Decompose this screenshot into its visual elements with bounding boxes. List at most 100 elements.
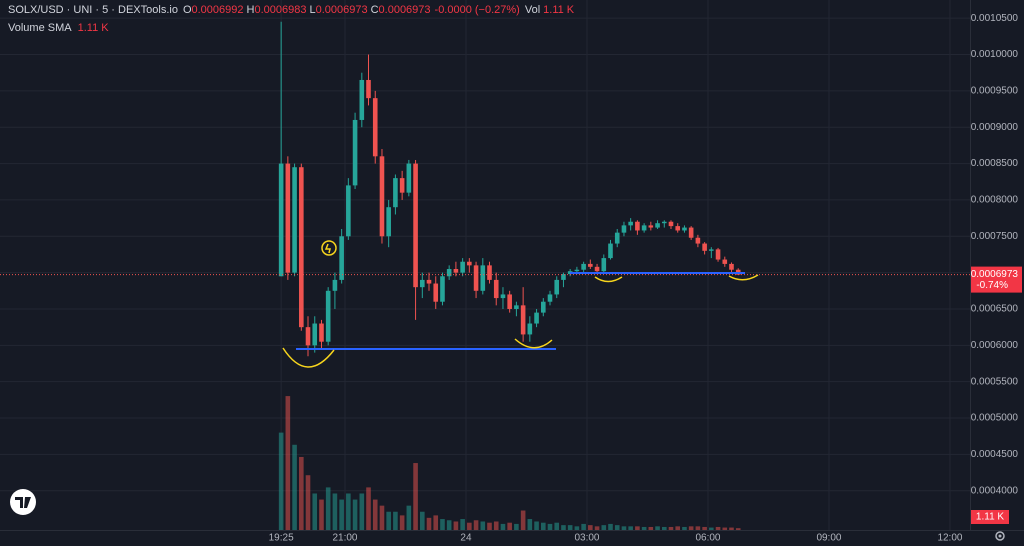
candle-body <box>352 119 358 186</box>
candle-body <box>520 305 526 335</box>
candle-body <box>588 263 593 267</box>
candle-body <box>493 279 499 299</box>
candle-body <box>574 269 580 272</box>
candle-body <box>675 226 681 231</box>
volume-bar <box>420 511 425 530</box>
candle-body <box>426 279 432 284</box>
candle-body <box>507 294 512 309</box>
candle-body <box>453 268 459 273</box>
volume-bar <box>621 526 627 530</box>
volume-bar <box>299 456 304 530</box>
volume-bar <box>359 493 365 530</box>
volume-bar <box>372 499 378 530</box>
candle-body <box>339 236 344 280</box>
ohlc-value: 0.0006992 <box>192 4 244 16</box>
candle-body <box>641 225 647 231</box>
candle-body <box>682 227 687 231</box>
ohlc-label: H <box>247 4 255 16</box>
volume-sma-box <box>971 510 1009 524</box>
volume-bar <box>386 511 391 530</box>
candle-body <box>399 178 405 193</box>
candle-body <box>299 167 304 328</box>
highlight-arc <box>594 276 623 283</box>
volume-bar <box>379 505 385 530</box>
candle-body <box>393 178 398 208</box>
x-tick-label: 09:00 <box>816 533 841 544</box>
volume-bar <box>352 499 358 530</box>
volume-bar <box>520 510 526 530</box>
candle-body <box>359 79 365 120</box>
highlight-arc <box>728 274 759 281</box>
volume-bar <box>500 523 506 530</box>
volume-bar <box>413 463 418 530</box>
volume-bar <box>433 515 439 530</box>
candle-body <box>601 258 607 272</box>
change-value: -0.0000 (−0.27%) <box>435 4 520 16</box>
candle-body <box>473 265 479 291</box>
candle-body <box>332 279 338 291</box>
volume-bar <box>729 527 734 530</box>
volume-bar <box>393 511 398 530</box>
volume-bar <box>608 523 613 530</box>
candle-body <box>527 323 533 335</box>
volume-pane <box>278 396 741 530</box>
candle-body <box>420 279 425 288</box>
candle-body <box>608 243 613 259</box>
last-change-label: -0.74% <box>976 280 1008 291</box>
candle-body <box>554 279 560 295</box>
candle-body <box>655 223 660 228</box>
x-tick-label: 19:25 <box>269 533 294 544</box>
settings-button[interactable] <box>995 531 1005 541</box>
axes: 0.0010500 0.0010000 0.0009500 0.0009000 0.00… <box>269 13 1022 544</box>
x-tick-label: 03:00 <box>574 533 599 544</box>
indicator-name: Volume SMA <box>8 22 72 34</box>
volume-bar <box>426 517 432 530</box>
candle-body <box>540 301 546 313</box>
x-tick-label: 21:00 <box>332 533 357 544</box>
candle-body <box>406 163 412 193</box>
volume-bar <box>305 475 311 530</box>
candle-body <box>487 265 492 280</box>
candle-body <box>702 243 707 251</box>
event-badge[interactable] <box>321 240 337 256</box>
candle-body <box>534 312 539 324</box>
volume-bar <box>661 526 667 530</box>
volume-bar <box>339 499 344 530</box>
x-tick-label: 12:00 <box>937 533 962 544</box>
volume-bar <box>682 526 687 530</box>
x-tick-label: 24 <box>460 533 472 544</box>
y-tick-label: 0.0009500 <box>971 86 1019 97</box>
volume-bar <box>547 523 553 530</box>
candle-body <box>715 249 721 260</box>
volume-bar <box>467 522 472 530</box>
volume-bar <box>366 487 371 530</box>
candle-body <box>379 156 385 237</box>
candle-body <box>305 327 311 346</box>
candle-body <box>688 227 694 238</box>
candle-body <box>285 163 291 273</box>
volume-bar <box>702 526 707 530</box>
ohlc-label: C <box>371 4 379 16</box>
candle-body <box>729 263 734 270</box>
candle-body <box>292 167 297 273</box>
volume-bar <box>446 520 452 530</box>
volume-bar <box>641 526 647 530</box>
logo[interactable] <box>10 489 36 515</box>
y-tick-label: 0.0005000 <box>971 413 1019 424</box>
candle-body <box>312 323 318 346</box>
volume-bar <box>567 525 573 530</box>
candle-body <box>500 294 506 299</box>
volume-label: Vol <box>525 4 540 16</box>
volume-bar <box>312 493 318 530</box>
volume-bar <box>675 526 681 530</box>
candle-body <box>709 249 714 251</box>
candle-body <box>460 261 465 273</box>
volume-bar <box>473 520 479 530</box>
symbol-title: SOLX/USD · UNI · 5 · DEXTools.io <box>8 4 178 16</box>
y-tick-label: 0.0005500 <box>971 376 1019 387</box>
volume-bar <box>319 499 324 530</box>
volume-bar <box>668 526 674 530</box>
volume-bar <box>399 515 405 530</box>
volume-bar <box>453 521 459 530</box>
